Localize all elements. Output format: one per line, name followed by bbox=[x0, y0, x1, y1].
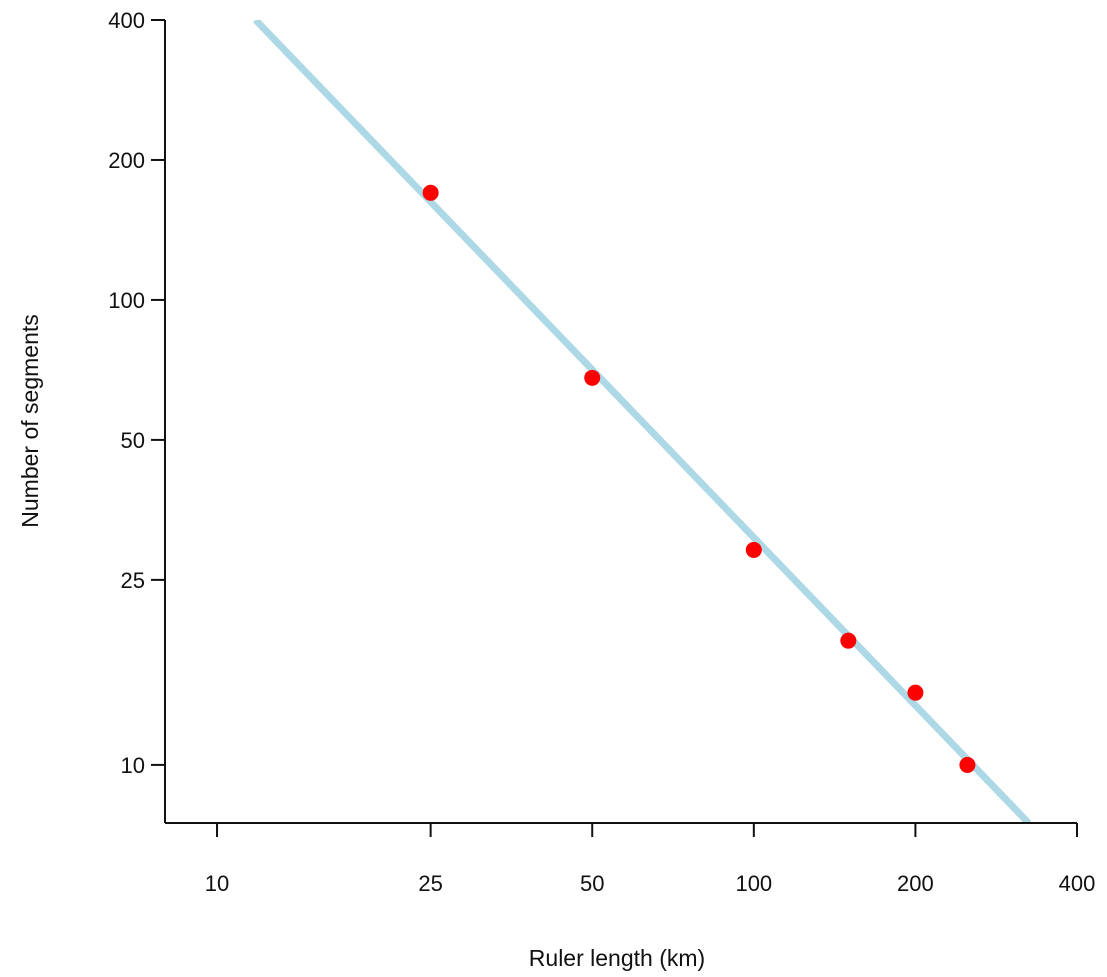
data-point bbox=[840, 632, 857, 649]
axes: 10 25 50 100 200 400 10 25 50 100 200 400 bbox=[108, 8, 1095, 896]
y-tick-label: 25 bbox=[121, 568, 145, 593]
x-tick-label: 100 bbox=[735, 871, 772, 896]
data-point bbox=[959, 756, 976, 773]
plot-area bbox=[253, 20, 1032, 823]
x-tick-label: 50 bbox=[580, 871, 604, 896]
points-layer bbox=[422, 184, 976, 773]
data-point bbox=[422, 184, 439, 201]
y-tick-label: 400 bbox=[108, 8, 145, 33]
y-tick-label: 200 bbox=[108, 148, 145, 173]
fit-line bbox=[253, 20, 1032, 823]
data-point bbox=[745, 541, 762, 558]
y-tick-label: 50 bbox=[121, 428, 145, 453]
x-tick-label: 200 bbox=[897, 871, 934, 896]
x-axis-title: Ruler length (km) bbox=[529, 945, 705, 971]
fit-line-layer bbox=[253, 20, 1032, 823]
x-tick-label: 25 bbox=[418, 871, 442, 896]
y-tick-label: 100 bbox=[108, 288, 145, 313]
x-tick-label: 10 bbox=[205, 871, 229, 896]
data-point bbox=[907, 684, 924, 701]
data-point bbox=[584, 369, 601, 386]
y-axis-title: Number of segments bbox=[17, 314, 43, 527]
x-tick-label: 400 bbox=[1059, 871, 1096, 896]
y-tick-label: 10 bbox=[121, 753, 145, 778]
